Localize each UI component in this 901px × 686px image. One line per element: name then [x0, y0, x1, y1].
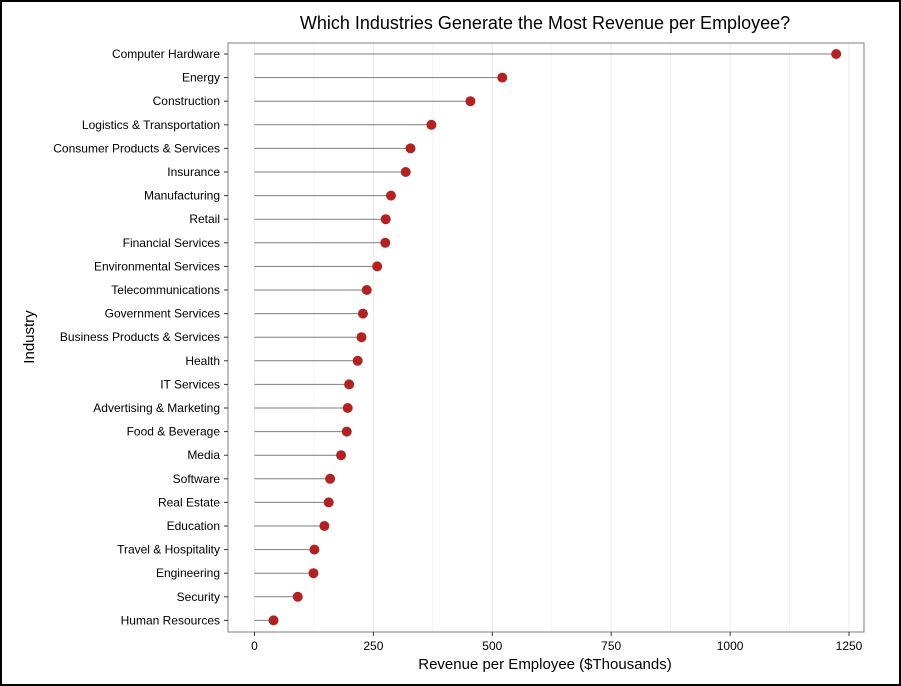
y-tick-label: IT Services [160, 377, 220, 391]
y-tick-label: Advertising & Marketing [93, 401, 220, 415]
y-tick-label: Telecommunications [111, 283, 220, 297]
lollipop-point [405, 143, 416, 154]
lollipop-point [356, 332, 367, 343]
y-axis-title: Industry [21, 310, 38, 364]
lollipop-point [308, 568, 319, 579]
y-tick-label: Financial Services [123, 236, 220, 250]
grid-layer [254, 43, 850, 632]
y-tick-label: Government Services [105, 307, 220, 321]
lollipop-point [372, 261, 383, 272]
lollipop-point [380, 237, 391, 248]
x-tick-label: 500 [482, 639, 502, 653]
lollipop-point [341, 426, 352, 437]
y-tick-label: Human Resources [121, 613, 220, 627]
lollipop-point [268, 615, 279, 626]
lollipop-point [352, 355, 363, 366]
lollipop-point [344, 379, 355, 390]
lollipop-point [357, 308, 368, 319]
lollipop-point [319, 521, 330, 531]
y-tick-label: Computer Hardware [112, 47, 220, 61]
segment-layer [254, 53, 837, 621]
y-tick-label: Consumer Products & Services [53, 141, 220, 155]
y-tick-label: Logistics & Transportation [82, 118, 220, 132]
lollipop-point [380, 214, 391, 225]
y-tick-label: Education [167, 519, 220, 533]
y-tick-label: Retail [189, 212, 220, 226]
lollipop-point [325, 473, 336, 484]
lollipop-point [309, 544, 320, 555]
lollipop-point [342, 403, 353, 413]
x-axis: 0 250 500 750 1000 1250 [251, 632, 863, 653]
lollipop-point [497, 72, 508, 83]
lollipop-point [426, 119, 437, 130]
y-tick-label: Food & Beverage [127, 425, 221, 439]
y-tick-label: Insurance [167, 165, 220, 179]
lollipop-point [465, 96, 476, 107]
y-tick-label: Engineering [156, 566, 220, 580]
y-tick-label: Environmental Services [94, 259, 220, 273]
lollipop-point [323, 497, 334, 508]
x-tick-label: 250 [363, 639, 383, 653]
y-tick-label: Travel & Hospitality [117, 543, 220, 557]
y-tick-label: Health [185, 354, 220, 368]
chart-title: Which Industries Generate the Most Reven… [300, 13, 790, 33]
y-tick-label: Construction [153, 94, 220, 108]
lollipop-point [336, 450, 347, 461]
x-tick-label: 1000 [717, 639, 744, 653]
x-tick-label: 750 [601, 639, 621, 653]
point-layer [268, 49, 842, 626]
y-tick-label: Manufacturing [144, 189, 220, 203]
y-tick-label: Real Estate [158, 495, 220, 509]
x-axis-title: Revenue per Employee ($Thousands) [418, 656, 671, 673]
x-tick-label: 1250 [836, 639, 863, 653]
y-axis: Computer Hardware Energy Construction Logis… [53, 47, 228, 627]
y-tick-label: Media [187, 448, 220, 462]
lollipop-point [361, 285, 372, 295]
y-tick-label: Business Products & Services [60, 330, 220, 344]
lollipop-point [400, 167, 411, 177]
lollipop-point [292, 591, 303, 602]
y-tick-label: Software [173, 472, 221, 486]
y-tick-label: Security [177, 590, 220, 604]
lollipop-point [385, 190, 396, 201]
x-tick-label: 0 [251, 639, 258, 653]
lollipop-point [831, 49, 842, 59]
y-tick-label: Energy [182, 71, 220, 85]
